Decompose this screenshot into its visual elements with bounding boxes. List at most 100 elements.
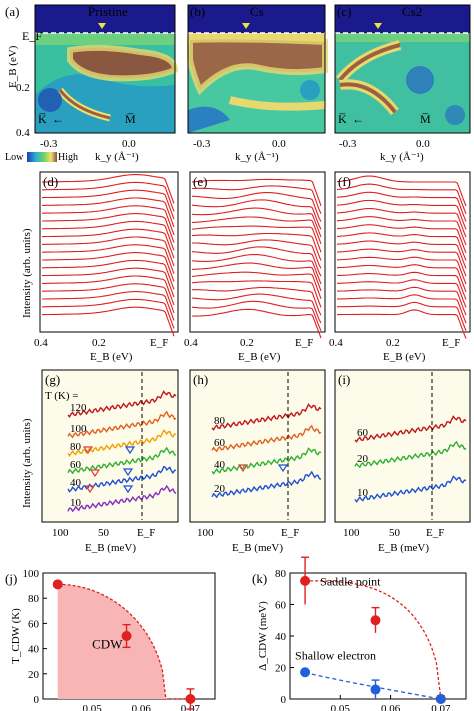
cdw-region [57,584,166,699]
sym-curve [67,429,177,457]
edc-curve [191,254,322,285]
gap-marker [277,464,289,473]
xtick: 50 [243,527,255,539]
ytick-label: 80 [28,593,40,605]
top-bar [335,5,470,33]
panel-letter: (k) [252,571,267,586]
xlabel: E_B (meV) [85,542,136,554]
colorbar-low-label: Low [5,152,24,163]
edc-curve [42,213,175,243]
sym-curve [67,465,177,493]
edc-curve [336,224,467,254]
xtick: 0.4 [329,337,343,349]
edc-curves-d [42,174,175,337]
xtick: 100 [197,527,214,539]
temperature-label: 80 [214,415,226,427]
panel-letter: (d) [43,174,58,189]
xtick: 50 [98,527,110,539]
ytick-label: 20 [275,663,287,675]
ylabel: T_CDW (K) [10,608,22,664]
sym-curve [67,484,177,513]
edc-curve [337,256,467,285]
xtick: 0.2 [386,337,400,349]
sym-curve [354,440,467,469]
ytick-label: 20 [28,669,40,681]
edc-curve [336,199,467,230]
xtick: 50 [389,527,401,539]
edc-curve [42,220,175,251]
edc-curve [337,309,467,339]
edc-curve [42,298,175,329]
panel-letter: (a) [5,4,19,19]
edc-curve [42,259,175,290]
row2-edc-stacks: (d) (e) (f) Intensity (arb. units) 0.4 0… [21,171,471,363]
xtick-label: 0.07 [431,703,451,711]
edc-curve [192,262,322,292]
ytick-label: 60 [275,600,287,612]
arpes-panel-c: (c) Cs2 K̅ ← M̅ [334,4,471,134]
xlabel: k_y (Å⁻¹) [95,151,139,163]
xtick: 100 [52,527,69,539]
top-bar [188,5,325,33]
m-point-label: M̅ [420,112,431,126]
xtick: 0.4 [34,337,48,349]
k-arrow: ← [52,112,64,126]
xtick: E_F [137,527,155,539]
panel-letter: (c) [337,4,351,19]
ytick-label: 0 [34,694,40,706]
data-point [52,579,63,590]
data-point [370,684,381,695]
ytick-label: 60 [28,618,40,630]
edc-curve [336,216,467,246]
ytick-label: 100 [23,568,40,580]
gap-marker [122,468,134,477]
panel-title: Pristine [88,4,128,19]
trend-line [305,580,442,700]
edc-curve [336,301,467,332]
edc-curve [337,294,467,324]
edc-curve [191,308,322,339]
edc-curve [336,207,467,238]
m-point-label: M̅ [125,112,136,126]
edc-curve [191,246,322,277]
xtick: E_F [150,337,168,349]
edc-curve [336,271,467,300]
edc-curve [191,185,322,215]
panel-letter: (i) [338,372,350,387]
edc-curve [191,232,322,261]
ytick-0: 0.2 [16,82,30,94]
edc-panel-e [189,171,326,333]
series-label: Saddle point [320,575,381,589]
panel-letter: (g) [45,372,60,387]
panel-title: Cs [250,4,264,19]
edc-curves-f [336,175,467,339]
marker-triangle [98,23,106,29]
temperature-label: 40 [70,477,82,489]
temperature-label: 80 [70,441,82,453]
edc-curve [336,191,467,222]
marker-triangle [374,23,382,29]
xtick: 100 [343,527,360,539]
edc-curve [337,286,467,316]
temperature-label: 10 [357,487,369,499]
edc-curve [42,283,175,313]
ytick-label: 80 [275,568,287,580]
edc-curve [42,306,175,337]
edc-curve [191,225,322,253]
temperature-label: 100 [70,423,87,435]
ef-label: E_F [22,29,42,43]
xtick: 0.2 [92,337,106,349]
edc-curve [42,291,175,321]
sym-panel-h [189,369,326,523]
edc-curve [42,275,175,306]
row2-ylabel: Intensity (arb. units) [21,228,33,318]
sym-curve [67,390,177,418]
sym-curve [211,424,322,453]
edc-curve [42,228,175,259]
temperature-label: 10 [70,497,82,509]
top-bar [35,5,175,33]
edc-curve [191,199,322,230]
ytick-label: 40 [28,644,40,656]
